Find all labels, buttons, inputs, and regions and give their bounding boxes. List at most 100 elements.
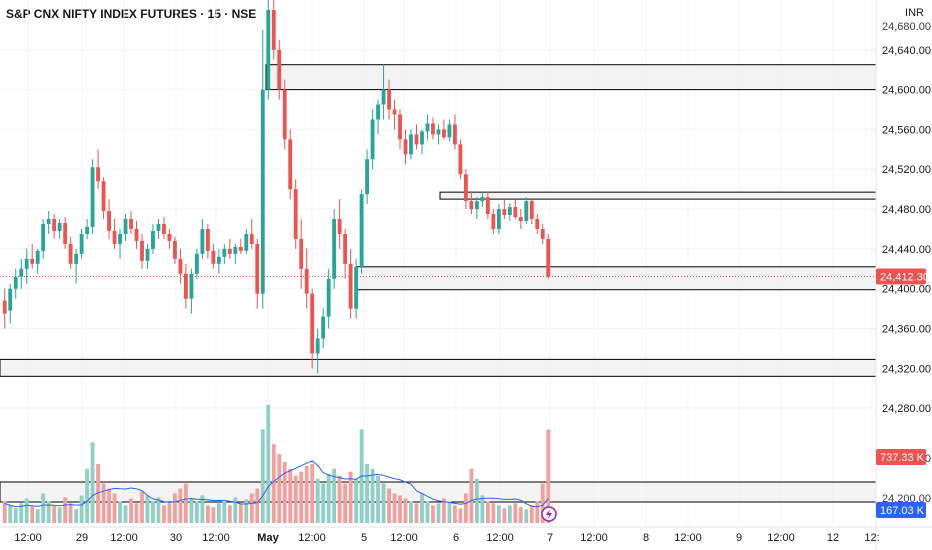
volume-bar xyxy=(535,501,540,523)
volume-bar xyxy=(238,503,243,523)
candle-body xyxy=(183,273,188,299)
volume-bar xyxy=(57,507,62,523)
volume-bar xyxy=(156,497,161,523)
candle-body xyxy=(156,224,161,231)
volume-bar xyxy=(19,503,24,523)
volume-bar xyxy=(546,429,551,523)
volume-bar xyxy=(474,478,479,523)
volume-bar xyxy=(453,505,457,523)
volume-bar xyxy=(107,488,111,523)
volume-bar xyxy=(420,493,424,523)
volume-bar xyxy=(387,488,391,523)
candle-body xyxy=(535,219,540,229)
volume-bar xyxy=(211,507,216,523)
candle-body xyxy=(507,207,512,216)
volume-bar xyxy=(178,488,183,523)
candle-body xyxy=(140,240,144,261)
volume-bar xyxy=(293,475,298,523)
candle-body xyxy=(474,201,479,210)
volume-bar xyxy=(96,463,100,523)
volume-bar xyxy=(162,505,166,523)
volume-bar xyxy=(480,495,485,523)
candle-body xyxy=(41,224,46,251)
volume-bar xyxy=(74,509,79,523)
volume-bar xyxy=(227,505,232,523)
volume-bar xyxy=(255,488,260,523)
volume-bar xyxy=(233,497,238,523)
volume-bar xyxy=(315,478,320,523)
volume-ma-line xyxy=(4,460,549,508)
candle-body xyxy=(431,123,435,135)
candle-body xyxy=(107,211,111,231)
x-tick-label: 12: xyxy=(864,532,879,544)
x-tick-label: 12:00 xyxy=(390,532,418,544)
volume-bar xyxy=(529,505,534,523)
volume-bar xyxy=(2,501,7,523)
candle-body xyxy=(85,226,90,234)
candle-body xyxy=(162,224,166,234)
volume-bar xyxy=(310,463,315,523)
candle-body xyxy=(348,263,353,309)
volume-bar xyxy=(332,468,337,523)
volume-bar xyxy=(337,475,342,523)
candle-body xyxy=(112,230,117,244)
candle-body xyxy=(546,238,551,277)
candle-body xyxy=(24,258,29,269)
candle-body xyxy=(205,228,210,251)
volume-bar xyxy=(249,493,254,523)
y-tick-label: 24,640.00 xyxy=(882,45,931,57)
candle-body xyxy=(304,268,309,294)
candle-body xyxy=(30,258,35,264)
volume-bar xyxy=(540,483,545,523)
volume-bar xyxy=(271,444,276,523)
volume-bar xyxy=(277,454,282,523)
volume-bar xyxy=(524,509,529,523)
candle-body xyxy=(145,248,150,261)
volume-bar xyxy=(52,505,57,523)
candle-body xyxy=(238,246,243,251)
candle-body xyxy=(244,233,249,251)
candle-body xyxy=(524,201,529,222)
candle-body xyxy=(57,223,62,231)
volume-bar xyxy=(79,495,84,523)
volume-bar xyxy=(442,498,446,523)
candle-body xyxy=(436,129,441,135)
candle-body xyxy=(409,134,413,155)
candle-body xyxy=(101,181,106,212)
y-tick-label: 24,560.00 xyxy=(882,124,931,136)
candle-body xyxy=(359,194,364,267)
volume-bar xyxy=(216,503,221,523)
volume-bar xyxy=(63,497,68,523)
volume-bar xyxy=(392,493,397,523)
candle-body xyxy=(442,129,446,138)
x-tick-label: 12:00 xyxy=(767,532,795,544)
candle-body xyxy=(332,219,337,279)
candle-body xyxy=(282,89,287,140)
x-tick-label: 12:00 xyxy=(674,532,702,544)
candle-body xyxy=(19,268,24,277)
candle-body xyxy=(52,219,57,231)
candle-body xyxy=(540,228,545,239)
candle-body xyxy=(365,159,370,195)
volume-bar xyxy=(46,501,51,523)
volume-bar xyxy=(458,508,463,523)
candle-body xyxy=(173,240,177,259)
x-tick-label: 12:00 xyxy=(486,532,514,544)
y-tick-label: 24,440.00 xyxy=(882,244,931,256)
candle-body xyxy=(518,217,523,222)
candle-body xyxy=(200,228,205,254)
candle-body xyxy=(79,233,84,254)
volume-bar xyxy=(205,505,210,523)
candle-body xyxy=(463,174,468,202)
volume-bar xyxy=(101,483,106,523)
support-resistance-zone xyxy=(0,358,877,377)
candle-body xyxy=(63,223,68,244)
volume-bar xyxy=(68,503,73,523)
y-tick-label: 24,400.00 xyxy=(882,284,931,296)
volume-bar xyxy=(24,498,29,523)
candle-body xyxy=(68,243,73,264)
x-tick-label: 30 xyxy=(170,532,182,544)
volume-bar xyxy=(173,493,177,523)
